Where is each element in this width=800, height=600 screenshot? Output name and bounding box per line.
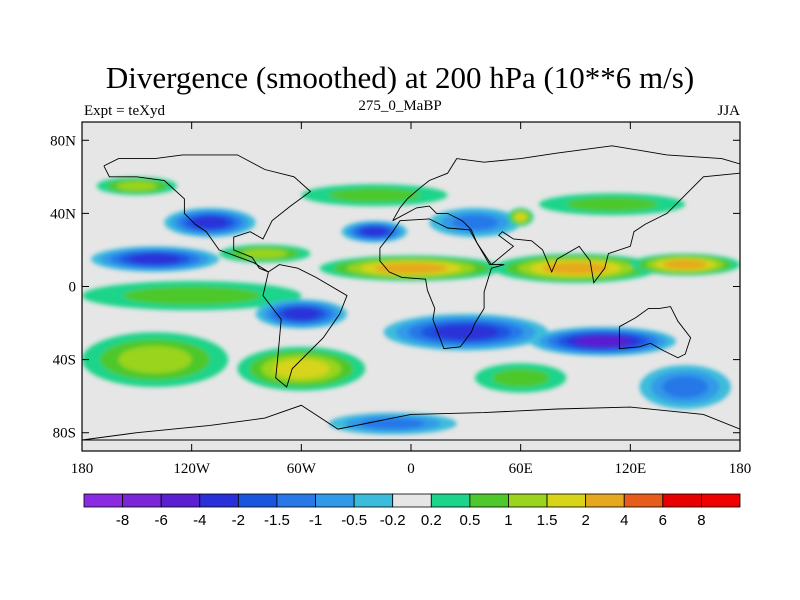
x-tick-label: 60E: [509, 461, 533, 477]
colorbar-label: -4: [193, 512, 206, 529]
x-tick-label: 0: [407, 461, 415, 477]
colorbar-label: 6: [659, 512, 667, 529]
plot-title: Divergence (smoothed) at 200 hPa (10**6 …: [105, 60, 695, 95]
colorbar-swatch: [353, 493, 394, 508]
colorbar-swatch: [546, 493, 587, 508]
colorbar-swatch: [469, 493, 509, 508]
contour-band: [118, 345, 192, 374]
field-contours: [82, 176, 740, 435]
colorbar-label: -1: [309, 512, 322, 529]
colorbar-label: -6: [155, 512, 168, 529]
contour-band: [241, 249, 288, 259]
colorbar-label: -0.5: [341, 512, 367, 529]
coastline: [103, 154, 312, 273]
colorbar-label: 4: [620, 512, 628, 529]
colorbar-swatch: [662, 493, 702, 508]
y-tick-label: 40N: [50, 206, 76, 222]
contour-band: [374, 263, 448, 274]
colorbar-label: 0.5: [459, 512, 480, 529]
colorbar-swatch: [585, 493, 625, 508]
experiment-label: Expt = teXyd: [84, 103, 165, 119]
contour-band: [452, 215, 498, 230]
x-tick-label: 120E: [614, 461, 646, 477]
contour-band: [273, 359, 330, 379]
y-tick-label: 80N: [50, 133, 76, 149]
x-tick-label: 60W: [287, 461, 317, 477]
colorbar-swatch: [237, 493, 278, 508]
colorbar-swatch: [623, 493, 664, 508]
y-tick-label: 40S: [53, 353, 76, 369]
contour-band: [361, 227, 388, 237]
contour-band: [575, 335, 631, 347]
colorbar-swatch: [392, 493, 432, 508]
contour-band: [328, 188, 421, 202]
coastline: [262, 264, 348, 388]
colorbar-label: 1: [504, 512, 512, 529]
period-label: 275_0_MaBP: [358, 98, 442, 114]
contour-band: [663, 260, 708, 269]
contour-band: [283, 308, 320, 320]
colorbar-swatch: [276, 493, 316, 508]
colorbar-label: 1.5: [537, 512, 558, 529]
colorbar-label: 8: [697, 512, 705, 529]
x-tick-label: 180: [71, 461, 94, 477]
contour-band: [360, 418, 425, 430]
colorbar-swatch: [122, 493, 162, 508]
colorbar-swatch: [701, 493, 741, 508]
colorbar-swatch: [508, 493, 548, 508]
colorbar-swatch: [160, 493, 201, 508]
contour-band: [123, 286, 261, 305]
colorbar-label: -0.2: [380, 512, 406, 529]
colorbar-label: 0.2: [421, 512, 442, 529]
colorbar-swatch: [430, 493, 471, 508]
colorbar-label: -1.5: [264, 512, 290, 529]
contour-band: [662, 376, 709, 398]
coastlines: [82, 145, 740, 441]
colorbar-label: -2: [232, 512, 245, 529]
colorbar: -8 -6 -4 -2 -1.5 -1 -0.5 -0.2 0.2 0.5 1 1.5 2 4 6 8: [83, 493, 741, 529]
y-tick-label: 0: [69, 280, 77, 296]
contour-band: [191, 216, 229, 229]
contour-band: [432, 324, 499, 340]
colorbar-swatch: [199, 493, 239, 508]
contour-band: [129, 253, 181, 265]
contour-band: [116, 181, 157, 191]
x-tick-label: 120W: [173, 461, 211, 477]
contour-band: [515, 213, 527, 222]
colorbar-swatch: [315, 493, 355, 508]
contour-band: [492, 368, 550, 388]
season-label: JJA: [717, 103, 740, 119]
coastline: [379, 218, 505, 350]
contour-band: [542, 262, 609, 275]
x-tick-label: 180: [729, 461, 752, 477]
y-tick-label: 80S: [53, 426, 76, 442]
coastline: [82, 404, 740, 441]
colorbar-label: -8: [116, 512, 129, 529]
colorbar-swatch: [83, 493, 123, 508]
coastline: [618, 306, 692, 359]
colorbar-label: 2: [581, 512, 589, 529]
contour-band: [566, 197, 658, 212]
